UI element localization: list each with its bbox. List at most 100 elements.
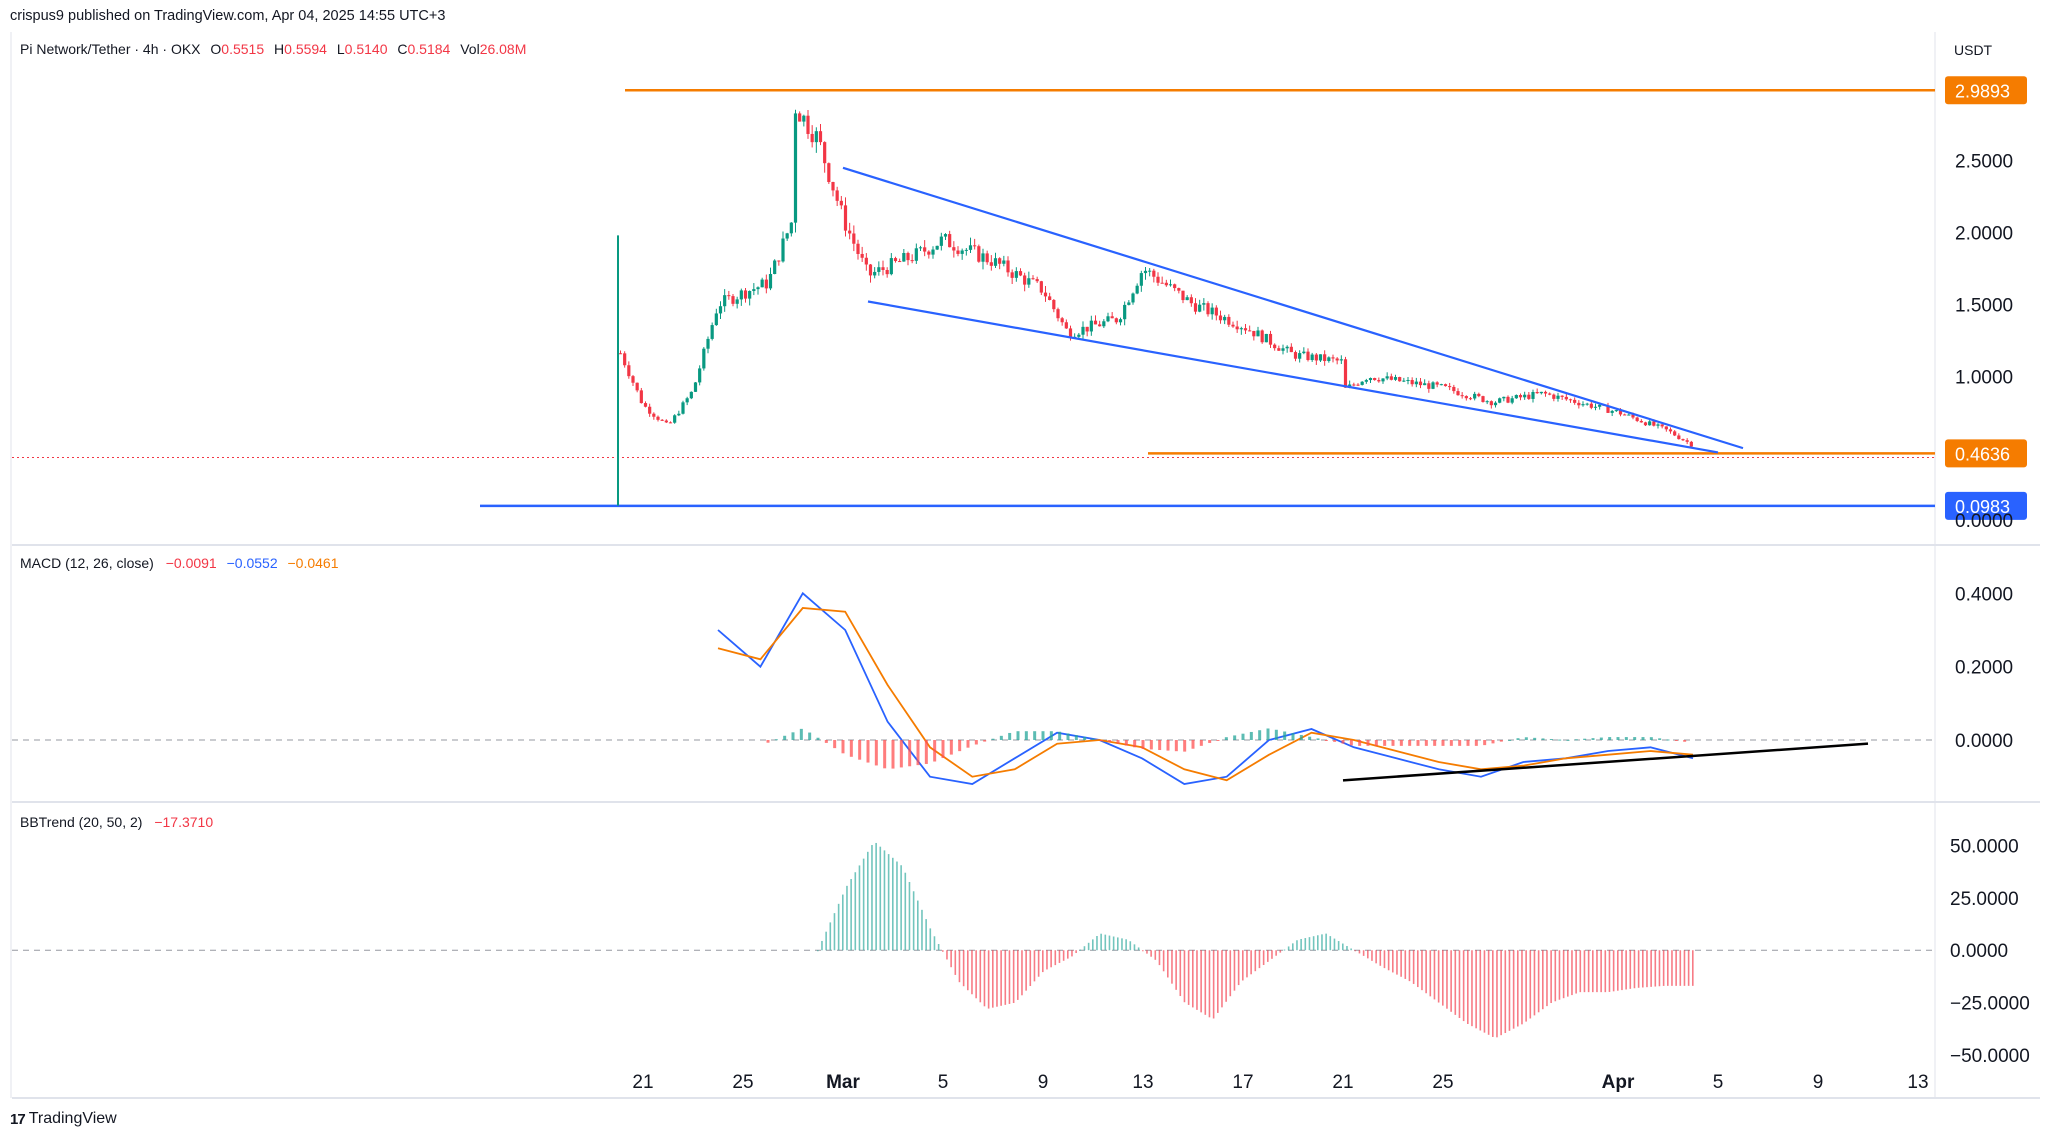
candle-body [1489, 401, 1493, 406]
bbtrend-bar [996, 950, 998, 1007]
macd-histogram-bar [983, 740, 987, 742]
candle-body [1031, 278, 1035, 280]
bbtrend-bar [825, 931, 827, 951]
symbol-legend: Pi Network/Tether · 4h · OKX O0.5515 H0.… [20, 41, 526, 57]
candle-body [623, 353, 627, 366]
bbtrend-bar [1462, 950, 1465, 1022]
candle-body [798, 113, 802, 122]
candle-body [1156, 276, 1160, 283]
candle-body [1598, 404, 1602, 407]
macd-tick-label: 0.0000 [1955, 731, 2013, 752]
bbtrend-bar [1662, 950, 1665, 986]
candle-body [710, 325, 714, 339]
bbtrend-bar [1412, 950, 1415, 984]
bbtrend-bar [887, 854, 890, 951]
candle-body [1673, 431, 1677, 436]
time-tick-label: 17 [1232, 1072, 1253, 1093]
candle-body [1314, 354, 1318, 361]
candle-body [1327, 357, 1331, 362]
macd-histogram-bar [1324, 740, 1328, 741]
macd-histogram-bar [816, 737, 820, 740]
candle-body [964, 249, 968, 251]
time-tick-label: 13 [1132, 1072, 1153, 1093]
candle-body [1593, 406, 1598, 408]
candle-body [1368, 378, 1373, 381]
bbtrend-bar [1458, 950, 1461, 1018]
macd-histogram-bar [1549, 738, 1553, 740]
macd-histogram-bar [1341, 740, 1345, 744]
bbtrend-bar [1183, 950, 1186, 1003]
bbtrend-bar [1058, 950, 1061, 963]
candle-body [673, 415, 677, 423]
macd-histogram-bar [1349, 740, 1353, 746]
bbtrend-bar [1112, 936, 1115, 951]
candle-body [902, 253, 906, 262]
bbtrend-bar [854, 872, 857, 951]
candle-body [1331, 357, 1335, 359]
macd-histogram-bar [941, 740, 945, 759]
macd-histogram-bar [1299, 734, 1303, 740]
candle-body [843, 205, 848, 231]
macd-histogram-bar [1358, 740, 1362, 746]
candle-body [1089, 320, 1093, 332]
price-tick-label: 2.5000 [1955, 152, 2013, 173]
macd-tick-label: 0.2000 [1955, 658, 2013, 679]
macd-histogram-bar [1083, 736, 1087, 740]
bbtrend-bar [1192, 950, 1194, 1008]
candle-body [731, 296, 735, 304]
macd-histogram-bar [833, 740, 837, 749]
bbtrend-bar [1437, 950, 1440, 1003]
candle-body [739, 290, 743, 300]
time-tick-label: 5 [1713, 1072, 1724, 1093]
candle-body [1085, 326, 1089, 332]
time-tick-label: Mar [826, 1072, 860, 1093]
candle-body [1285, 346, 1289, 349]
macd-line [717, 591, 1694, 785]
level-price-tag [1945, 439, 2027, 468]
bbtrend-bar [1217, 950, 1219, 1013]
macd-histogram-bar [1091, 738, 1095, 740]
macd-histogram-bar [1366, 740, 1370, 746]
bbtrend-tick-label: 0.0000 [1950, 941, 2008, 962]
bbtrend-bar [1692, 950, 1694, 986]
candle-body [1193, 303, 1198, 312]
candle-body [1639, 420, 1643, 423]
bbtrend-bar [1450, 950, 1452, 1012]
price-tick-label: 1.0000 [1955, 367, 2013, 388]
candle-body [1560, 395, 1564, 397]
candle-body [1656, 424, 1660, 426]
candle-body [1548, 393, 1552, 395]
tradingview-logo-icon: 17 [10, 1110, 26, 1128]
candle-body [1323, 354, 1327, 362]
bbtrend-bar [1262, 950, 1265, 966]
macd-histogram-bar [841, 740, 845, 754]
bbtrend-bar [1100, 933, 1102, 951]
macd-histogram-bar [1583, 738, 1587, 740]
candle-body [1060, 318, 1064, 323]
macd-histogram-bar [1249, 731, 1253, 740]
candle-body [1081, 326, 1085, 335]
candle-body [931, 249, 935, 255]
bbtrend-bar [1479, 950, 1482, 1031]
candle-body [693, 382, 698, 392]
macd-histogram-bar [1608, 737, 1612, 740]
bbtrend-bar [1567, 950, 1569, 997]
bbtrend-bar [1621, 950, 1623, 991]
macd-histogram-bar [1683, 740, 1687, 742]
macd-histogram-bar [1508, 739, 1512, 741]
macd-histogram-bar [1624, 737, 1628, 740]
macd-histogram-bar [1041, 731, 1045, 740]
bbtrend-bar [1246, 950, 1248, 978]
bbtrend-bar [1362, 950, 1365, 956]
macd-histogram-bar [1008, 732, 1012, 740]
candle-body [1681, 439, 1685, 441]
bbtrend-bar [1367, 950, 1369, 959]
candle-body [1435, 382, 1439, 385]
bbtrend-bar [858, 865, 861, 951]
bbtrend-tick-label: −50.0000 [1950, 1046, 2030, 1067]
macd-histogram-bar [1208, 740, 1212, 743]
bbtrend-bar [1471, 950, 1473, 1027]
candle-body [1018, 271, 1023, 276]
candle-body [1210, 307, 1214, 315]
candle-body [1393, 377, 1398, 380]
